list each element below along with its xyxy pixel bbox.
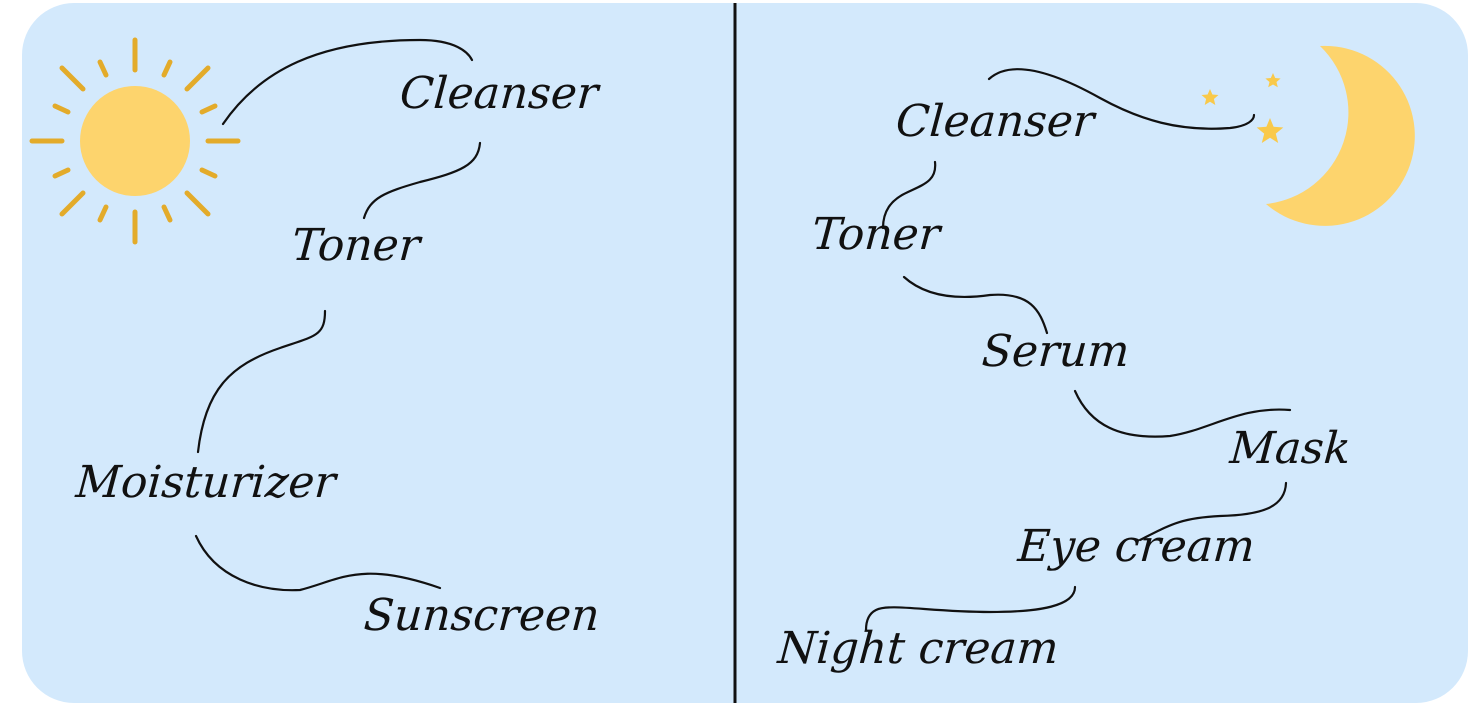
night-step-toner: Toner (810, 209, 942, 260)
morning-step-moisturizer: Moisturizer (74, 457, 338, 508)
night-step-cleanser: Cleanser (894, 96, 1096, 147)
night-step-mask: Mask (1228, 423, 1353, 474)
sun-icon (29, 37, 241, 245)
night-step-serum: Serum (980, 326, 1132, 377)
morning-step-toner: Toner (290, 220, 422, 271)
morning-step-sunscreen: Sunscreen (362, 590, 602, 641)
star-icon (1201, 89, 1219, 105)
night-step-eye-cream: Eye cream (1016, 521, 1257, 572)
star-icon (1256, 118, 1284, 143)
night-step-night-cream: Night cream (776, 623, 1061, 674)
morning-connectors (194, 38, 482, 592)
star-icon (1265, 73, 1281, 88)
moon-icon (1266, 45, 1415, 226)
morning-step-cleanser: Cleanser (398, 68, 600, 119)
night-connectors (864, 68, 1292, 632)
